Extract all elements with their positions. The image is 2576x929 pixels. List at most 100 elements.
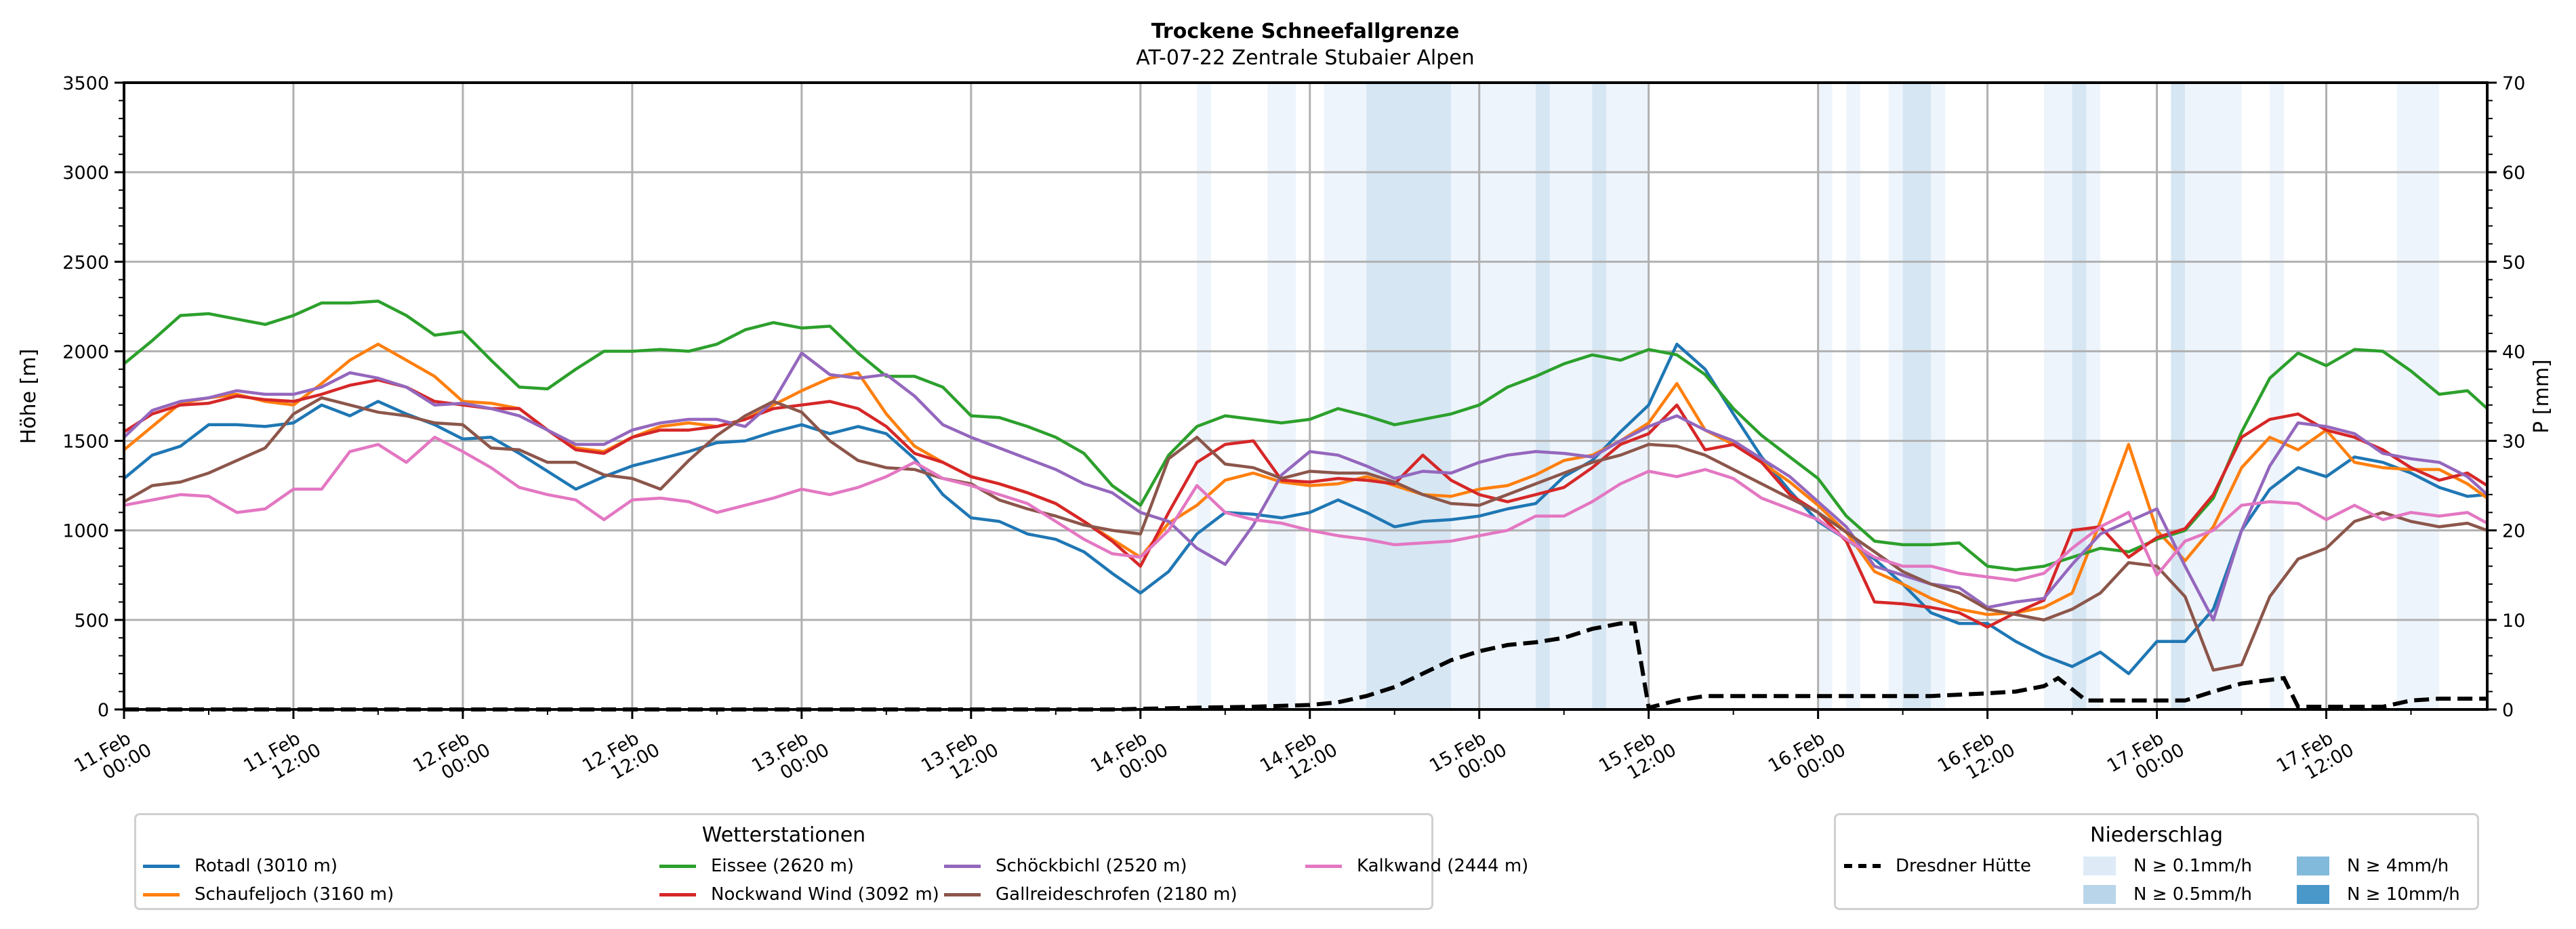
- legend-entry: Gallreideschrofen (2180 m): [944, 884, 1238, 905]
- precip-band: [2072, 83, 2087, 709]
- legend-swatch: [1844, 864, 1881, 868]
- precip-band: [2396, 83, 2440, 709]
- precip-band: [1606, 83, 1649, 709]
- legend-label: Nockwand Wind (3092 m): [711, 884, 939, 905]
- y2-tick-label: 50: [2502, 252, 2525, 273]
- y-axis-label: Höhe [m]: [17, 349, 41, 445]
- legend-precip-title: Niederschlag: [2090, 823, 2223, 847]
- legend-label: Rotadl (3010 m): [195, 856, 338, 876]
- legend-swatch: [1305, 864, 1342, 868]
- x-tick-label: 12.Feb00:00: [409, 722, 494, 794]
- chart-subtitle: AT-07-22 Zentrale Stubaier Alpen: [1136, 46, 1474, 70]
- precip-sum-line: [124, 621, 2487, 711]
- legend-swatch: [2083, 856, 2116, 875]
- y2-tick-label: 0: [2502, 700, 2514, 721]
- precip-band: [1592, 83, 1607, 709]
- y2-tick-label: 40: [2502, 342, 2525, 363]
- precip-band: [1324, 83, 1367, 709]
- legend-stations: Wetterstationen Rotadl (3010 m) Schaufelj…: [134, 813, 1528, 910]
- legend-label: Dresdner Hütte: [1896, 856, 2032, 876]
- x-tick-label: 17.Feb00:00: [2104, 722, 2188, 794]
- y-tick-label: 1000: [62, 521, 109, 542]
- series-line-2: [123, 300, 2489, 572]
- series-line-1: [123, 342, 2489, 617]
- legend-swatch: [944, 864, 981, 868]
- legend-swatch: [659, 892, 696, 896]
- legend-entry: Dresdner Hütte: [1844, 856, 2031, 876]
- legend-swatch: [659, 864, 696, 868]
- series-line-5: [123, 396, 2488, 672]
- y2-tick-label: 70: [2502, 73, 2525, 94]
- y-tick-label: 0: [98, 700, 109, 721]
- precip-band: [2270, 83, 2285, 709]
- legend-entry: N ≥ 0.5mm/h: [2083, 884, 2252, 905]
- legend-label: N ≥ 0.5mm/h: [2133, 884, 2253, 905]
- legend-label: N ≥ 0.1mm/h: [2133, 856, 2253, 876]
- y2-tick-label: 60: [2502, 163, 2525, 184]
- series-line-0: [123, 342, 2488, 676]
- y-tick-label: 3500: [62, 73, 109, 94]
- precip-band: [1549, 83, 1593, 709]
- x-tick-label: 17.Feb12:00: [2273, 722, 2358, 794]
- x-tick-label: 16.Feb12:00: [1934, 722, 2019, 794]
- x-tick-label: 14.Feb00:00: [1087, 722, 1172, 794]
- precip-band: [1818, 83, 1833, 709]
- x-tick-label: 11.Feb12:00: [240, 722, 325, 794]
- x-tick-label: 13.Feb00:00: [748, 722, 833, 794]
- y-tick-label: 1500: [62, 432, 109, 453]
- legend-stations-title: Wetterstationen: [701, 823, 866, 847]
- y2-tick-label: 10: [2502, 611, 2525, 632]
- legend-swatch: [2297, 885, 2329, 904]
- plot-frame: [123, 81, 2489, 711]
- precip-band: [1931, 83, 1946, 709]
- legend-entry: N ≥ 10mm/h: [2297, 884, 2460, 905]
- precip-band: [1888, 83, 1903, 709]
- precip-band: [1902, 83, 1931, 709]
- legend-label: Eissee (2620 m): [711, 856, 855, 876]
- legend-entry: Schaufeljoch (3160 m): [143, 884, 394, 905]
- precip-band: [1197, 83, 1211, 709]
- legend-swatch: [2083, 885, 2116, 904]
- x-tick-label: 15.Feb00:00: [1426, 722, 1511, 794]
- legend-swatch: [143, 864, 180, 868]
- y-tick-label: 3000: [62, 163, 109, 184]
- legend-label: Gallreideschrofen (2180 m): [996, 884, 1238, 905]
- x-tick-label: 14.Feb12:00: [1256, 722, 1341, 794]
- chart-title: Trockene Schneefallgrenze: [1151, 20, 1459, 43]
- x-tick-label: 13.Feb12:00: [918, 722, 1002, 794]
- legend-swatch: [944, 892, 981, 896]
- y-tick-label: 2000: [62, 342, 109, 363]
- legend-swatch: [2297, 856, 2329, 875]
- axes: 0 500 1000 1500 2000 2500 3000 3500 0 10 20 30 40 50 6…: [62, 73, 2525, 794]
- y-tick-label: 500: [74, 611, 109, 632]
- legend-entry: N ≥ 0.1mm/h: [2083, 856, 2252, 876]
- y2-axis-label: P [mm]: [2530, 359, 2554, 433]
- y-tick-label: 2500: [62, 252, 109, 273]
- legend-entry: Eissee (2620 m): [659, 856, 854, 876]
- y2-tick-label: 30: [2502, 432, 2525, 453]
- precip-bands: [1197, 83, 2440, 709]
- x-tick-label: 11.Feb00:00: [70, 722, 155, 794]
- legend-precip: Niederschlag Dresdner Hütte N ≥ 0.1mm/h N …: [1834, 813, 2479, 910]
- legend-label: N ≥ 10mm/h: [2347, 884, 2460, 905]
- series-line-3: [123, 378, 2489, 629]
- series-line-6: [123, 436, 2489, 582]
- legend-label: Kalkwand (2444 m): [1357, 856, 1529, 876]
- legend-entry: N ≥ 4mm/h: [2297, 856, 2449, 876]
- legend-entry: Nockwand Wind (3092 m): [659, 884, 939, 905]
- precip-band: [2086, 83, 2101, 709]
- precip-band: [2171, 83, 2186, 709]
- legend-entry: Kalkwand (2444 m): [1305, 856, 1528, 876]
- legend-entry: Schöckbichl (2520 m): [944, 856, 1187, 876]
- precip-band: [1267, 83, 1296, 709]
- x-tick-label: 16.Feb00:00: [1765, 722, 1849, 794]
- x-tick-label: 12.Feb12:00: [579, 722, 663, 794]
- legend-swatch: [143, 892, 180, 896]
- y2-tick-label: 20: [2502, 521, 2525, 542]
- series-lines: [123, 300, 2489, 711]
- grid-lines: [124, 83, 2487, 709]
- x-tick-label: 15.Feb12:00: [1595, 722, 1680, 794]
- series-line-4: [123, 351, 2489, 622]
- precip-band: [1536, 83, 1550, 709]
